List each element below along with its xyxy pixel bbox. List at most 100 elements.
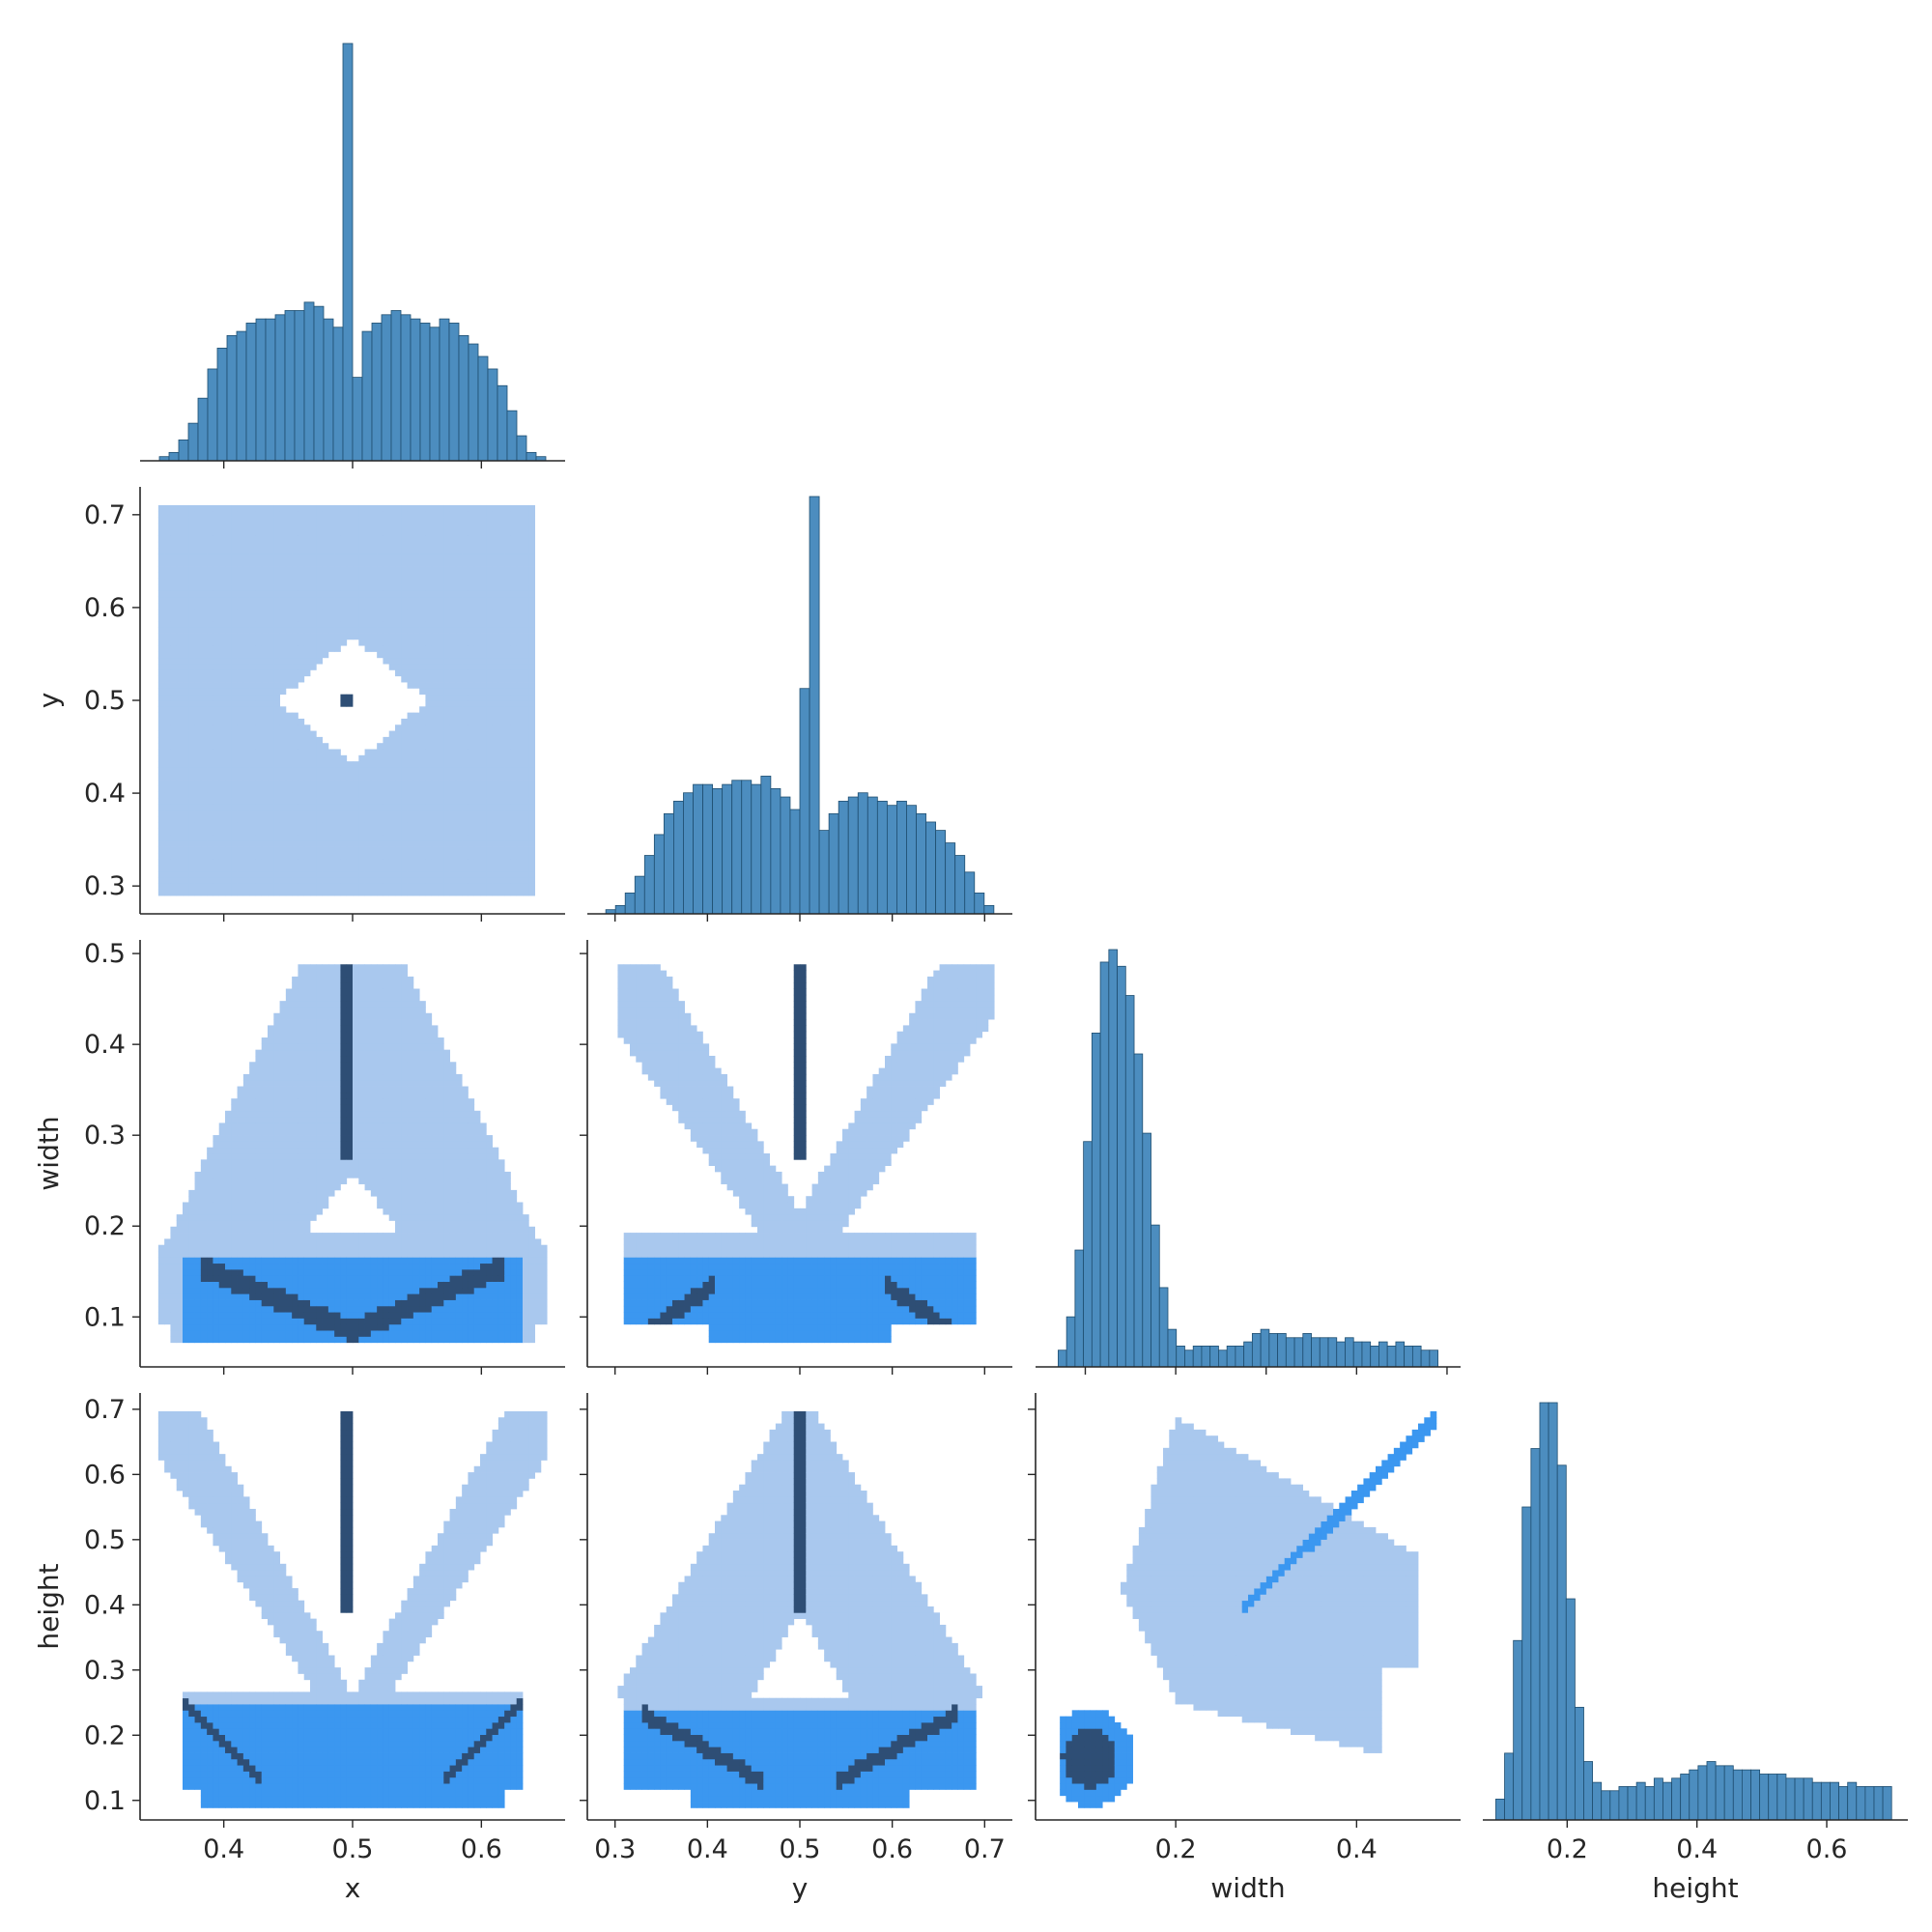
hist2d-cell bbox=[510, 743, 518, 750]
hist2d-cell bbox=[388, 504, 396, 512]
hist2d-cell bbox=[340, 785, 348, 793]
hist2d-cell bbox=[504, 541, 511, 549]
hist2d-cell bbox=[225, 780, 232, 786]
hist2d-cell bbox=[310, 620, 317, 628]
hist2d-cell bbox=[468, 804, 475, 811]
hist2d-cell bbox=[213, 791, 220, 799]
hist2d-cell bbox=[462, 822, 469, 829]
hist2d-cell bbox=[242, 657, 250, 665]
hist2d-cell bbox=[261, 1214, 269, 1221]
hist2d-cell bbox=[249, 1135, 256, 1142]
hist2d-cell bbox=[194, 1257, 202, 1264]
hist2d-cell bbox=[188, 602, 195, 610]
hist2d-cell bbox=[183, 761, 189, 768]
hist2d-cell bbox=[237, 657, 244, 665]
hist2d-cell bbox=[412, 596, 420, 604]
hist-bar-x bbox=[516, 435, 527, 462]
hist2d-cell bbox=[468, 870, 475, 878]
hist2d-cell bbox=[242, 517, 250, 525]
hist2d-cell bbox=[207, 815, 213, 823]
hist2d-cell bbox=[176, 736, 184, 744]
hist2d-cell bbox=[322, 1067, 329, 1075]
hist2d-cell bbox=[364, 517, 372, 525]
hist2d-cell bbox=[407, 517, 414, 525]
hist2d-cell bbox=[183, 694, 189, 701]
hist2d-cell bbox=[255, 504, 263, 512]
hist2d-cell bbox=[237, 535, 244, 543]
hist2d-cell bbox=[279, 1128, 287, 1136]
hist2d-cell bbox=[425, 724, 433, 731]
hist2d-cell bbox=[497, 798, 505, 805]
hist2d-cell bbox=[322, 815, 329, 823]
hist-bar-y bbox=[925, 821, 937, 915]
hist2d-cell bbox=[449, 639, 457, 646]
hist2d-cell bbox=[213, 1268, 220, 1276]
hist2d-cell bbox=[255, 1183, 263, 1191]
hist2d-cell bbox=[298, 1287, 305, 1294]
hist2d-cell bbox=[497, 749, 505, 756]
hist2d-cell bbox=[310, 736, 317, 744]
hist2d-cell bbox=[255, 846, 263, 854]
hist2d-cell bbox=[412, 602, 420, 610]
hist2d-cell bbox=[188, 761, 195, 768]
hist2d-cell bbox=[292, 584, 298, 591]
hist2d-cell bbox=[497, 754, 505, 762]
hist2d-cell bbox=[261, 1208, 269, 1215]
hist2d-cell bbox=[268, 1062, 274, 1068]
hist2d-cell bbox=[225, 1226, 232, 1234]
hist2d-cell bbox=[486, 682, 493, 689]
hist2d-cell bbox=[298, 718, 305, 725]
hist-bar-y bbox=[722, 783, 733, 915]
hist2d-cell bbox=[516, 602, 524, 610]
hist2d-cell bbox=[292, 1312, 298, 1319]
hist2d-cell bbox=[255, 639, 263, 646]
hist2d-cell bbox=[316, 609, 323, 615]
hist2d-cell bbox=[370, 840, 378, 847]
hist2d-cell bbox=[194, 1293, 202, 1300]
hist2d-cell bbox=[176, 566, 184, 573]
hist2d-cell bbox=[200, 870, 208, 878]
hist2d-cell bbox=[207, 1257, 213, 1264]
hist2d-cell bbox=[183, 1330, 189, 1337]
hist2d-cell bbox=[443, 840, 450, 847]
hist2d-cell bbox=[218, 743, 226, 750]
hist2d-cell bbox=[443, 584, 450, 591]
hist2d-cell bbox=[334, 535, 341, 543]
hist2d-cell bbox=[292, 664, 298, 670]
hist2d-cell bbox=[237, 840, 244, 847]
hist2d-cell bbox=[468, 504, 475, 512]
hist2d-cell bbox=[322, 578, 329, 585]
hist2d-cell bbox=[523, 682, 529, 689]
hist2d-cell bbox=[438, 511, 444, 518]
hist2d-cell bbox=[218, 1189, 226, 1197]
hist2d-cell bbox=[279, 761, 287, 768]
hist2d-cell bbox=[279, 889, 287, 896]
hist2d-cell bbox=[170, 664, 178, 670]
hist2d-cell bbox=[419, 572, 426, 580]
hist2d-cell bbox=[255, 614, 263, 622]
hist2d-cell bbox=[395, 548, 402, 554]
hist2d-cell bbox=[455, 889, 463, 896]
hist2d-cell bbox=[395, 572, 402, 580]
hist2d-cell bbox=[316, 883, 323, 891]
hist2d-cell bbox=[334, 804, 341, 811]
hist2d-cell bbox=[261, 1117, 269, 1123]
hist2d-cell bbox=[237, 504, 244, 512]
hist2d-cell bbox=[218, 785, 226, 793]
hist2d-cell bbox=[504, 559, 511, 567]
hist2d-cell bbox=[449, 810, 457, 817]
hist2d-cell bbox=[183, 529, 189, 536]
hist2d-cell bbox=[412, 645, 420, 652]
hist2d-cell bbox=[310, 804, 317, 811]
hist2d-cell bbox=[164, 724, 171, 731]
hist2d-cell bbox=[242, 712, 250, 720]
hist2d-cell bbox=[279, 1049, 287, 1057]
hist2d-cell bbox=[261, 865, 269, 872]
hist2d-cell bbox=[327, 1238, 335, 1246]
hist2d-cell bbox=[268, 712, 274, 720]
hist2d-cell bbox=[298, 1251, 305, 1258]
hist2d-cell bbox=[200, 889, 208, 896]
hist2d-cell bbox=[225, 1263, 232, 1270]
hist2d-cell bbox=[298, 1001, 305, 1008]
hist2d-cell bbox=[455, 657, 463, 665]
